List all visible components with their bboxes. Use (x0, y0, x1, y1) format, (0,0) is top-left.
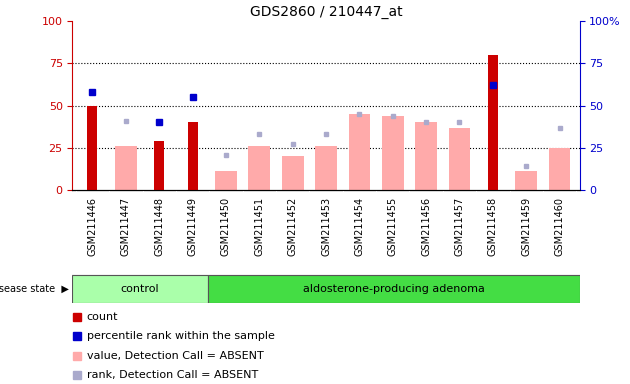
Text: GSM211447: GSM211447 (121, 197, 131, 256)
Bar (488, 55, 498, 190)
Text: GSM211460: GSM211460 (554, 197, 564, 256)
Text: GSM211446: GSM211446 (88, 197, 98, 256)
Text: percentile rank within the sample: percentile rank within the sample (87, 331, 275, 341)
Text: control: control (121, 284, 159, 294)
Bar (282, 156, 304, 190)
Bar (382, 116, 404, 190)
Bar (315, 146, 337, 190)
Bar (208, 275, 580, 303)
Title: GDS2860 / 210447_at: GDS2860 / 210447_at (249, 5, 403, 19)
Text: GSM211453: GSM211453 (321, 197, 331, 256)
Text: GSM211459: GSM211459 (521, 197, 531, 256)
Bar (348, 114, 370, 190)
Bar (88, 106, 98, 190)
Bar (72, 275, 208, 303)
Text: GSM211458: GSM211458 (488, 197, 498, 256)
Bar (549, 148, 570, 190)
Bar (215, 172, 237, 190)
Text: disease state  ▶: disease state ▶ (0, 284, 69, 294)
Text: rank, Detection Call = ABSENT: rank, Detection Call = ABSENT (87, 370, 258, 380)
Bar (154, 141, 164, 190)
Bar (515, 172, 537, 190)
Text: GSM211451: GSM211451 (255, 197, 265, 256)
Text: GSM211452: GSM211452 (288, 197, 297, 256)
Text: count: count (87, 312, 118, 322)
Text: GSM211450: GSM211450 (221, 197, 231, 256)
Text: GSM211449: GSM211449 (188, 197, 198, 256)
Text: GSM211448: GSM211448 (154, 197, 164, 256)
Bar (188, 122, 198, 190)
Bar (415, 122, 437, 190)
Bar (449, 127, 471, 190)
Text: aldosterone-producing adenoma: aldosterone-producing adenoma (302, 284, 484, 294)
Text: value, Detection Call = ABSENT: value, Detection Call = ABSENT (87, 351, 263, 361)
Text: GSM211457: GSM211457 (454, 197, 464, 256)
Bar (115, 146, 137, 190)
Text: GSM211455: GSM211455 (387, 197, 398, 256)
Text: GSM211456: GSM211456 (421, 197, 431, 256)
Text: GSM211454: GSM211454 (355, 197, 364, 256)
Bar (248, 146, 270, 190)
